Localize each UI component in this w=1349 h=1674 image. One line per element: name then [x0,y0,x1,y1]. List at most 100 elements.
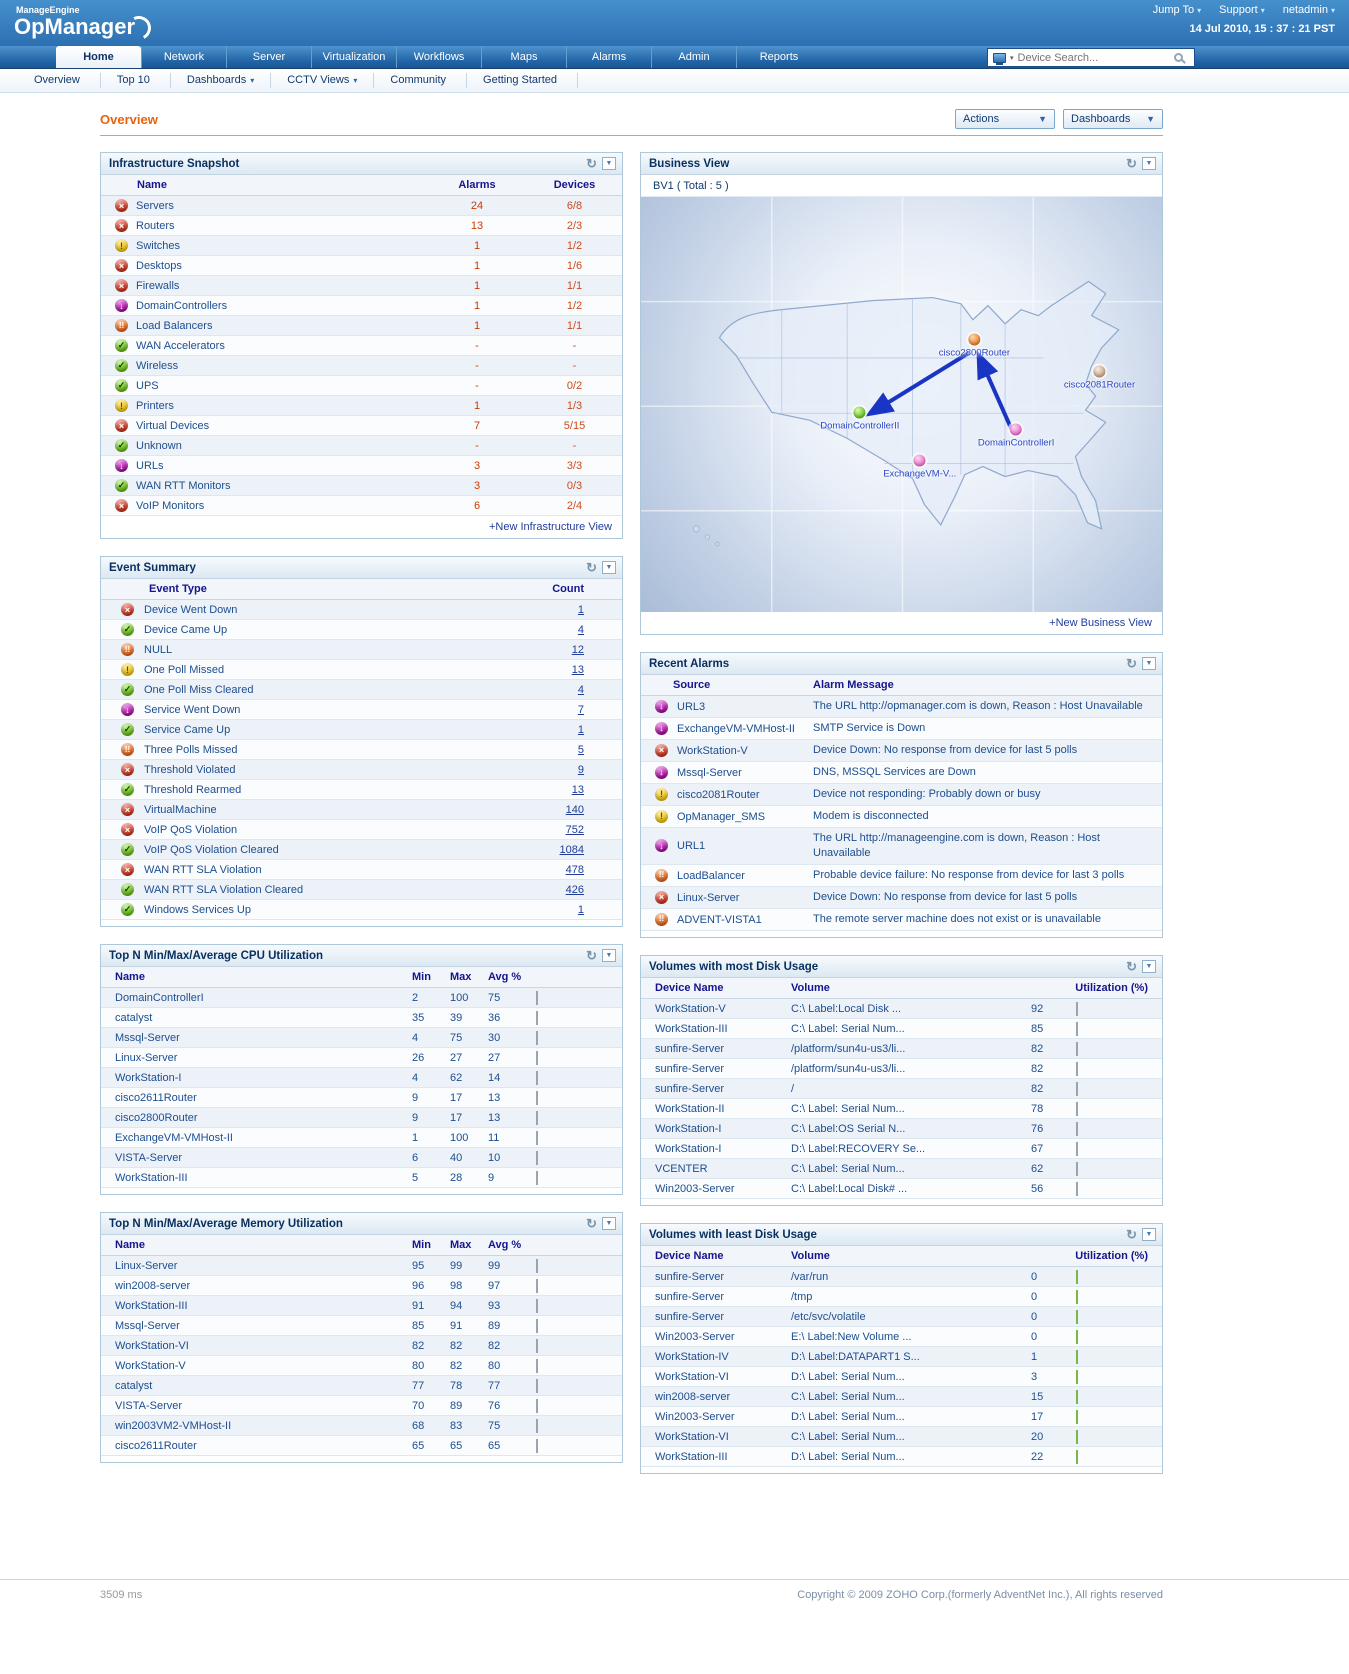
table-row[interactable]: Service Came Up 1 [101,720,622,740]
map-node-label[interactable]: DomainControllerII [820,420,900,432]
device-name[interactable]: win2003VM2-VMHost-II [115,1419,232,1432]
device-count[interactable]: 3/3 [566,459,583,472]
main-tab[interactable]: Home [56,46,141,68]
main-tab[interactable]: Network [141,46,226,68]
table-row[interactable]: Printers 1 1/3 [101,396,622,416]
device-name[interactable]: WorkStation-III [115,1299,188,1312]
category-name[interactable]: Desktops [136,259,182,272]
dashboards-dropdown[interactable]: Dashboards ▼ [1063,109,1163,129]
table-row[interactable]: sunfire-Server / 82 [641,1079,1162,1099]
main-tab[interactable]: Virtualization [311,46,396,68]
event-count-link[interactable]: 478 [565,863,584,876]
device-name[interactable]: VCENTER [655,1162,708,1175]
table-row[interactable]: win2008-server C:\ Label: Serial Num... … [641,1387,1162,1407]
column-header-message[interactable]: Alarm Message [813,679,894,691]
category-name[interactable]: Load Balancers [136,319,213,332]
alarm-count[interactable]: 6 [473,499,481,512]
table-row[interactable]: WorkStation-IV D:\ Label:DATAPART1 S... … [641,1347,1162,1367]
alarm-source[interactable]: Linux-Server [677,891,740,904]
alarm-count[interactable]: 13 [470,219,484,232]
table-row[interactable]: Win2003-Server D:\ Label: Serial Num... … [641,1407,1162,1427]
device-search-input[interactable] [1017,51,1170,64]
column-header-device[interactable]: Device Name [655,982,724,994]
device-name[interactable]: catalyst [115,1011,153,1024]
category-name[interactable]: URLs [136,459,164,472]
device-count[interactable]: 1/3 [566,399,583,412]
table-row[interactable]: Linux-Server Device Down: No response fr… [641,887,1162,909]
refresh-icon[interactable]: ↻ [1126,156,1137,171]
table-row[interactable]: VCENTER C:\ Label: Serial Num... 62 [641,1159,1162,1179]
table-row[interactable]: One Poll Miss Cleared 4 [101,680,622,700]
table-row[interactable]: URL1 The URL http://manageengine.com is … [641,828,1162,865]
device-name[interactable]: sunfire-Server [655,1270,725,1283]
table-row[interactable]: WorkStation-V 80 82 80 [101,1356,622,1376]
category-name[interactable]: Servers [136,199,174,212]
column-header-avg[interactable]: Avg % [488,971,522,983]
device-name[interactable]: Mssql-Server [115,1031,180,1044]
device-count[interactable]: 6/8 [566,199,583,212]
column-header-volume[interactable]: Volume [791,982,830,994]
table-row[interactable]: WorkStation-II C:\ Label: Serial Num... … [641,1099,1162,1119]
device-name[interactable]: WorkStation-V [655,1002,726,1015]
event-count-link[interactable]: 13 [571,783,584,796]
panel-menu-icon[interactable]: ▼ [602,1217,616,1230]
device-count[interactable]: 1/2 [566,239,583,252]
event-count-link[interactable]: 9 [577,763,584,776]
alarm-source[interactable]: URL3 [677,700,706,713]
table-row[interactable]: Threshold Rearmed 13 [101,780,622,800]
table-row[interactable]: WorkStation-V Device Down: No response f… [641,740,1162,762]
table-row[interactable]: Threshold Violated 9 [101,760,622,780]
table-row[interactable]: sunfire-Server /platform/sun4u-us3/li...… [641,1039,1162,1059]
device-count[interactable]: 1/2 [566,299,583,312]
device-name[interactable]: Win2003-Server [655,1182,735,1195]
table-row[interactable]: cisco2611Router 9 17 13 [101,1088,622,1108]
device-name[interactable]: VISTA-Server [115,1151,183,1164]
main-tab[interactable]: Alarms [566,46,651,68]
alarm-count[interactable]: 3 [473,479,481,492]
table-row[interactable]: WorkStation-I 4 62 14 [101,1068,622,1088]
table-row[interactable]: VirtualMachine 140 [101,800,622,820]
device-name[interactable]: sunfire-Server [655,1082,725,1095]
device-count[interactable]: 1/6 [566,259,583,272]
table-row[interactable]: ADVENT-VISTA1 The remote server machine … [641,909,1162,931]
table-row[interactable]: WorkStation-V C:\ Label:Local Disk ... 9… [641,999,1162,1019]
device-status-dot-icon[interactable] [913,454,926,467]
column-header-min[interactable]: Min [412,971,431,983]
table-row[interactable]: sunfire-Server /var/run 0 [641,1267,1162,1287]
alarm-source[interactable]: OpManager_SMS [677,810,766,823]
category-name[interactable]: Switches [136,239,181,252]
subnav-item[interactable]: Community [374,73,468,88]
panel-menu-icon[interactable]: ▼ [602,949,616,962]
device-name[interactable]: sunfire-Server [655,1290,725,1303]
device-name[interactable]: ExchangeVM-VMHost-II [115,1131,233,1144]
column-header-name[interactable]: Name [115,971,145,983]
event-count-link[interactable]: 1084 [559,843,584,856]
table-row[interactable]: Switches 1 1/2 [101,236,622,256]
map-node-label[interactable]: ExchangeVM-V... [883,468,957,480]
device-category-icon[interactable] [993,52,1006,65]
table-row[interactable]: LoadBalancer Probable device failure: No… [641,865,1162,887]
device-name[interactable]: cisco2611Router [115,1439,197,1452]
refresh-icon[interactable]: ↻ [1126,656,1137,671]
category-name[interactable]: Routers [136,219,175,232]
device-count[interactable]: 5/15 [563,419,586,432]
table-row[interactable]: Win2003-Server E:\ Label:New Volume ... … [641,1327,1162,1347]
alarm-count[interactable]: - [475,359,479,372]
map-node[interactable]: DomainControllerI [978,423,1054,448]
device-name[interactable]: Win2003-Server [655,1330,735,1343]
new-infrastructure-view-link[interactable]: +New Infrastructure View [489,521,612,533]
user-menu-item[interactable]: netadmin ▾ [1283,4,1335,16]
device-name[interactable]: Mssql-Server [115,1319,180,1332]
table-row[interactable]: sunfire-Server /etc/svc/volatile 0 [641,1307,1162,1327]
alarm-count[interactable]: - [475,439,479,452]
search-icon[interactable] [1174,53,1183,62]
device-name[interactable]: Win2003-Server [655,1410,735,1423]
table-row[interactable]: win2003VM2-VMHost-II 68 83 75 [101,1416,622,1436]
table-row[interactable]: WAN RTT Monitors 3 0/3 [101,476,622,496]
device-name[interactable]: sunfire-Server [655,1062,725,1075]
device-count[interactable]: - [572,439,577,452]
panel-menu-icon[interactable]: ▼ [1142,657,1156,670]
device-name[interactable]: WorkStation-VI [655,1370,729,1383]
table-row[interactable]: WorkStation-VI C:\ Label: Serial Num... … [641,1427,1162,1447]
category-name[interactable]: Virtual Devices [136,419,210,432]
